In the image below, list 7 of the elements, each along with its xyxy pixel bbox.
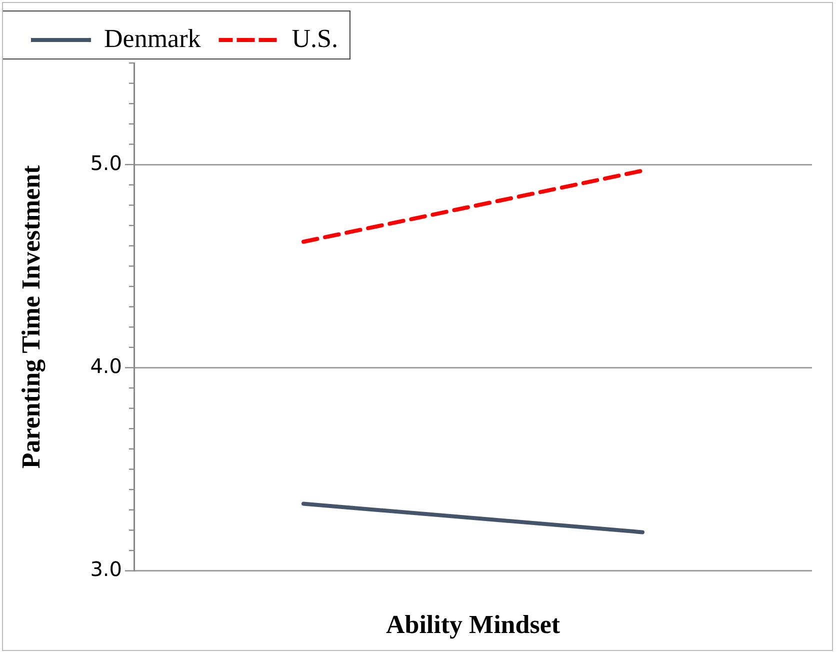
y-axis-title: Parenting Time Investment xyxy=(16,164,46,469)
y-tick-label: 3.0 xyxy=(90,557,122,582)
x-axis-title: Ability Mindset xyxy=(386,610,560,640)
y-tick-label: 4.0 xyxy=(90,354,122,378)
legend-label: Denmark xyxy=(104,24,201,53)
legend-label: U.S. xyxy=(292,24,338,53)
y-tick-label: 5.0 xyxy=(90,150,122,175)
